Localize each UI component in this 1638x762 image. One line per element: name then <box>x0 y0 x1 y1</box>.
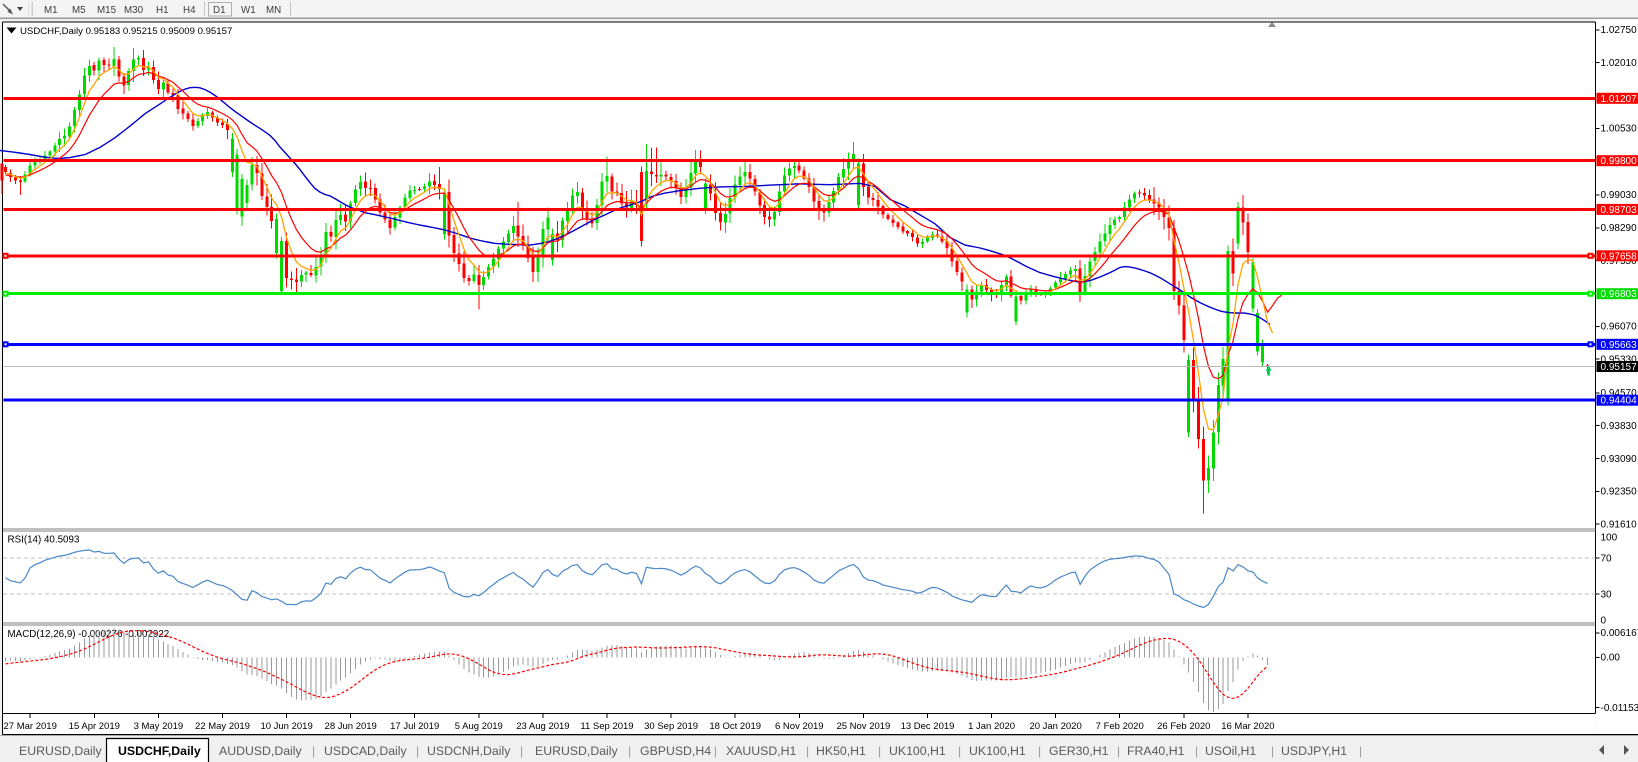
svg-text:0.98703: 0.98703 <box>1601 205 1638 216</box>
svg-text:AUDUSD,Daily: AUDUSD,Daily <box>219 744 303 758</box>
svg-text:30: 30 <box>1601 589 1613 600</box>
svg-text:|: | <box>1359 744 1362 758</box>
svg-text:M5: M5 <box>72 5 86 16</box>
svg-text:26 Feb 2020: 26 Feb 2020 <box>1157 721 1210 732</box>
svg-text:MN: MN <box>266 5 281 16</box>
svg-text:7 Feb 2020: 7 Feb 2020 <box>1096 721 1144 732</box>
svg-text:|: | <box>878 744 881 758</box>
svg-text:GER30,H1: GER30,H1 <box>1049 744 1109 758</box>
svg-text:0.94570: 0.94570 <box>1601 388 1638 399</box>
svg-text:1.01207: 1.01207 <box>1601 94 1638 105</box>
svg-text:0.93830: 0.93830 <box>1601 421 1638 432</box>
svg-text:USDCHF,Daily 0.95183 0.95215: USDCHF,Daily 0.95183 0.95215 0.95009 0.9… <box>20 26 232 37</box>
svg-text:|: | <box>312 744 315 758</box>
svg-text:EURUSD,Daily: EURUSD,Daily <box>535 744 619 758</box>
svg-text:11 Sep 2019: 11 Sep 2019 <box>580 721 633 732</box>
svg-text:28 Jun 2019: 28 Jun 2019 <box>325 721 377 732</box>
svg-text:M30: M30 <box>124 5 144 16</box>
svg-text:15 Apr 2019: 15 Apr 2019 <box>69 721 120 732</box>
svg-text:-0.011531: -0.011531 <box>1601 703 1638 714</box>
svg-text:USDCNH,Daily: USDCNH,Daily <box>427 744 511 758</box>
svg-text:1 Jan 2020: 1 Jan 2020 <box>968 721 1015 732</box>
svg-text:0.91610: 0.91610 <box>1601 520 1638 531</box>
svg-text:25 Nov 2019: 25 Nov 2019 <box>836 721 890 732</box>
svg-text:RSI(14) 40.5093: RSI(14) 40.5093 <box>8 535 80 546</box>
svg-text:0.92350: 0.92350 <box>1601 487 1638 498</box>
svg-text:1.02750: 1.02750 <box>1601 25 1638 36</box>
svg-text:0.95663: 0.95663 <box>1601 340 1638 351</box>
svg-text:|: | <box>806 744 809 758</box>
svg-text:0.96070: 0.96070 <box>1601 322 1638 333</box>
svg-text:EURUSD,Daily: EURUSD,Daily <box>19 744 103 758</box>
svg-text:0.00: 0.00 <box>1601 653 1621 664</box>
svg-text:GBPUSD,H4: GBPUSD,H4 <box>640 744 711 758</box>
svg-text:22 May 2019: 22 May 2019 <box>195 721 250 732</box>
svg-text:20 Jan 2020: 20 Jan 2020 <box>1029 721 1081 732</box>
svg-text:0.94404: 0.94404 <box>1601 396 1638 407</box>
svg-text:|: | <box>714 744 717 758</box>
svg-text:D1: D1 <box>213 5 226 16</box>
svg-text:|: | <box>416 744 419 758</box>
svg-text:0.99030: 0.99030 <box>1601 190 1638 201</box>
svg-text:1.02010: 1.02010 <box>1601 58 1638 69</box>
svg-text:10 Jun 2019: 10 Jun 2019 <box>260 721 312 732</box>
svg-text:|: | <box>1271 744 1274 758</box>
svg-text:0.95157: 0.95157 <box>1601 362 1638 373</box>
svg-text:0.97550: 0.97550 <box>1601 256 1638 267</box>
svg-text:HK50,H1: HK50,H1 <box>816 744 866 758</box>
svg-text:USDJPY,H1: USDJPY,H1 <box>1281 744 1347 758</box>
svg-text:|: | <box>1117 744 1120 758</box>
svg-text:5 Aug 2019: 5 Aug 2019 <box>455 721 503 732</box>
svg-text:0.93090: 0.93090 <box>1601 454 1638 465</box>
svg-text:17 Jul 2019: 17 Jul 2019 <box>390 721 439 732</box>
svg-text:1.00530: 1.00530 <box>1601 124 1638 135</box>
svg-text:H1: H1 <box>156 5 169 16</box>
svg-text:H4: H4 <box>183 5 196 16</box>
svg-text:|: | <box>1038 744 1041 758</box>
svg-text:FRA40,H1: FRA40,H1 <box>1127 744 1185 758</box>
svg-text:|: | <box>1195 744 1198 758</box>
svg-text:UK100,H1: UK100,H1 <box>889 744 946 758</box>
svg-text:16 Mar 2020: 16 Mar 2020 <box>1221 721 1274 732</box>
svg-text:0: 0 <box>1601 616 1607 627</box>
svg-text:MACD(12,26,9) -0.000276 -0.002: MACD(12,26,9) -0.000276 -0.002922 <box>8 629 170 640</box>
svg-text:3 May 2019: 3 May 2019 <box>134 721 184 732</box>
svg-text:USOil,H1: USOil,H1 <box>1205 744 1256 758</box>
svg-text:0.99800: 0.99800 <box>1601 156 1638 167</box>
svg-text:USDCHF,Daily: USDCHF,Daily <box>118 744 201 758</box>
svg-text:W1: W1 <box>241 5 256 16</box>
svg-text:30 Sep 2019: 30 Sep 2019 <box>644 721 698 732</box>
svg-text:27 Mar 2019: 27 Mar 2019 <box>4 721 57 732</box>
svg-text:23 Aug 2019: 23 Aug 2019 <box>516 721 569 732</box>
svg-text:0.006167: 0.006167 <box>1601 628 1638 639</box>
svg-text:0.98290: 0.98290 <box>1601 223 1638 234</box>
svg-text:18 Oct 2019: 18 Oct 2019 <box>709 721 761 732</box>
svg-text:|: | <box>958 744 961 758</box>
svg-text:USDCAD,Daily: USDCAD,Daily <box>324 744 408 758</box>
svg-text:M1: M1 <box>44 5 58 16</box>
svg-text:|: | <box>520 744 523 758</box>
svg-text:13 Dec 2019: 13 Dec 2019 <box>901 721 955 732</box>
svg-text:|: | <box>628 744 631 758</box>
svg-text:0.95330: 0.95330 <box>1601 354 1638 365</box>
svg-text:XAUUSD,H1: XAUUSD,H1 <box>726 744 797 758</box>
svg-text:UK100,H1: UK100,H1 <box>969 744 1026 758</box>
svg-text:6 Nov 2019: 6 Nov 2019 <box>775 721 824 732</box>
svg-text:100: 100 <box>1601 533 1618 544</box>
svg-text:0.97658: 0.97658 <box>1601 251 1638 262</box>
svg-text:0.96803: 0.96803 <box>1601 289 1638 300</box>
svg-text:M15: M15 <box>97 5 117 16</box>
svg-text:70: 70 <box>1601 553 1613 564</box>
